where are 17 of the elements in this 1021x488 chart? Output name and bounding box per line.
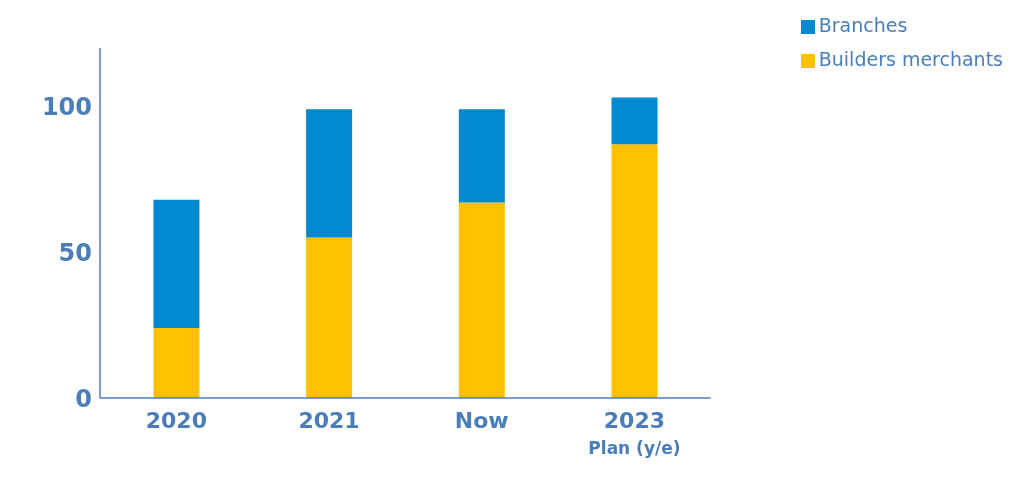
bar xyxy=(306,237,353,398)
x-tick-label: 2023 Plan (y/e) xyxy=(588,408,681,458)
bar xyxy=(153,199,200,328)
x-tick-label: 2020 xyxy=(145,408,207,433)
bar xyxy=(458,109,505,203)
bar xyxy=(306,109,353,238)
legend-label: Branches xyxy=(818,14,908,36)
y-tick-label: 0 xyxy=(75,384,92,413)
legend-label: Builders merchants xyxy=(818,48,1003,70)
x-tick-label: Now xyxy=(454,408,509,433)
bar xyxy=(611,144,658,398)
y-tick-label: 50 xyxy=(58,238,92,267)
bar xyxy=(458,202,505,398)
bar xyxy=(611,97,658,145)
x-tick-label: 2021 xyxy=(298,408,360,433)
y-tick-label: 100 xyxy=(41,92,92,121)
bar xyxy=(153,328,200,398)
